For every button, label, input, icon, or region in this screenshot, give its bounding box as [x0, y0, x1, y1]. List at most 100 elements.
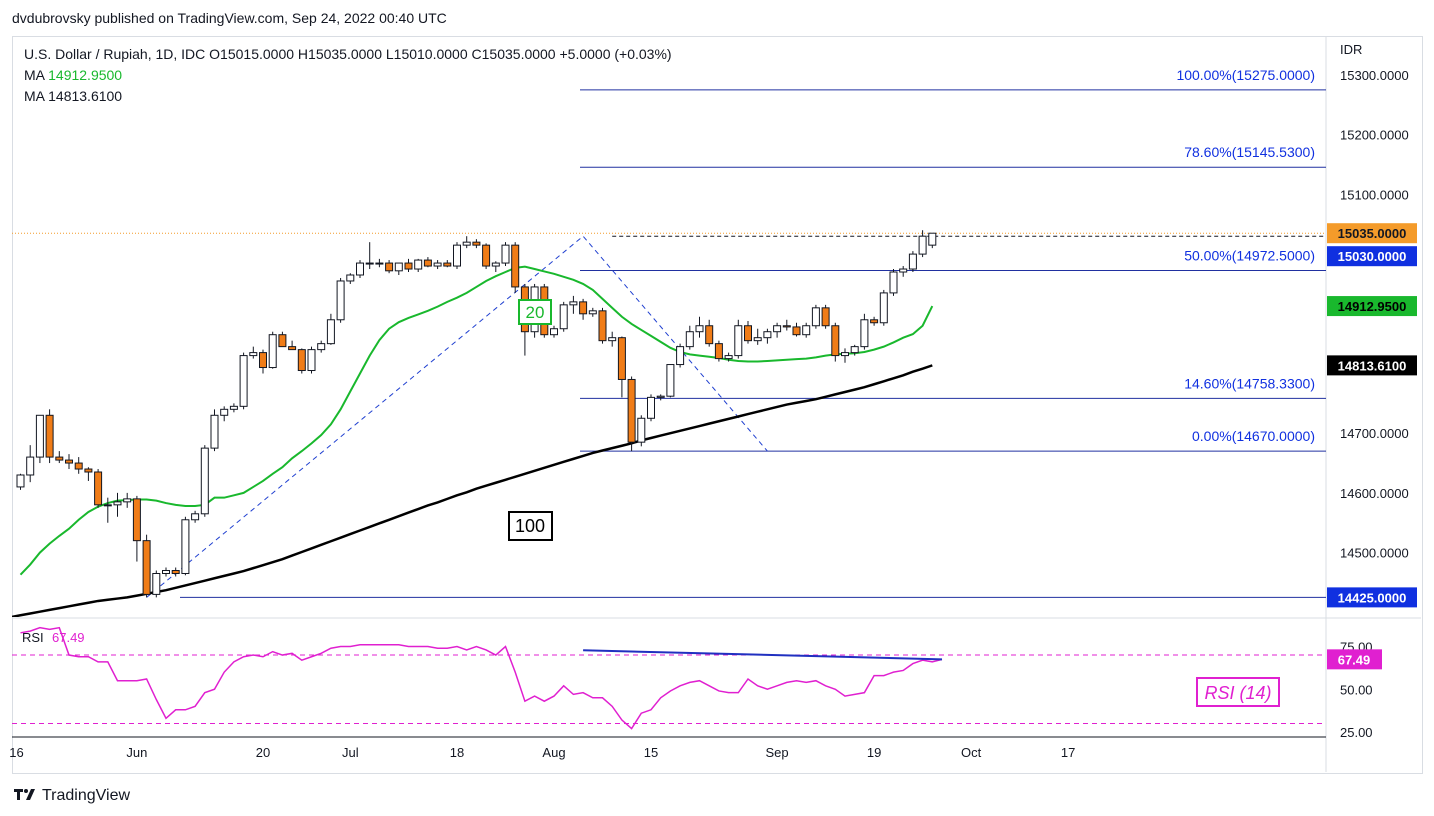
currency-label: IDR [1340, 42, 1362, 57]
price-tag-box [1327, 246, 1417, 267]
price-tick-label: 15200.0000 [1340, 128, 1409, 143]
tradingview-logo-text: TradingView [42, 787, 131, 804]
candle [753, 328, 762, 345]
candle-body [802, 325, 811, 336]
candle [200, 445, 209, 517]
candle-body [297, 349, 306, 372]
candle [278, 331, 287, 348]
candle [394, 262, 403, 275]
candle [617, 336, 626, 398]
time-tick-label: 18 [450, 745, 464, 760]
candle-body [617, 337, 626, 380]
candle-body [181, 519, 190, 574]
rsi-value-label: 67.49 [52, 630, 85, 645]
ma20-legend[interactable]: MA 14912.9500 [24, 67, 122, 83]
candle [559, 301, 568, 332]
time-tick-label: 15 [644, 745, 658, 760]
fib-level-label: 0.00%(14670.0000) [1192, 428, 1315, 444]
candle [802, 322, 811, 338]
candle [821, 304, 830, 329]
candle [162, 567, 170, 577]
candle [695, 316, 704, 338]
time-tick-label: Oct [961, 745, 982, 760]
rsi-pane: RSI 67.49 RSI (14) [12, 626, 1326, 730]
candle-body [65, 459, 73, 464]
candle-body [763, 331, 772, 339]
candle-body [123, 498, 132, 503]
candle-body [462, 241, 471, 246]
candle-body [598, 310, 607, 342]
candle-body [191, 513, 200, 521]
candle [782, 319, 791, 331]
candle [831, 322, 840, 362]
candle-body [55, 456, 64, 461]
fib-level-label: 50.00%(14972.5000) [1184, 248, 1315, 264]
candle [84, 467, 93, 481]
fib-trendline [146, 235, 768, 598]
candle [918, 230, 927, 258]
candle-body [792, 326, 801, 336]
time-tick-label: 20 [256, 745, 270, 760]
rsi-line [20, 626, 943, 730]
candle [297, 348, 306, 374]
candle [26, 445, 35, 483]
candle [55, 451, 64, 464]
rsi-value-tag-text: 67.49 [1338, 652, 1371, 667]
candle-body [811, 307, 820, 327]
candle [792, 322, 801, 337]
candle-body [501, 244, 510, 264]
candle-body [45, 414, 54, 458]
candle-body [608, 337, 617, 342]
candle-body [268, 334, 277, 369]
candle-body [734, 325, 743, 357]
candle [317, 340, 326, 353]
candle-body [394, 262, 403, 272]
price-tag-text: 14912.9500 [1338, 299, 1407, 314]
candle-body [724, 355, 733, 360]
ma100-tag-text: 100 [515, 516, 545, 536]
candle [889, 269, 898, 296]
candle-body [841, 352, 849, 357]
candle-body [307, 349, 316, 372]
rsi-study-box [1196, 677, 1280, 707]
candle-body [229, 405, 238, 410]
candle [249, 346, 258, 359]
candle-body [365, 262, 374, 265]
candle [550, 325, 558, 338]
rsi-tick-label: 50.00 [1340, 682, 1373, 697]
time-tick-label: 19 [867, 745, 881, 760]
candle [870, 316, 879, 326]
candle [482, 243, 491, 270]
candle-body [656, 395, 665, 398]
rsi-value-tag-box [1327, 649, 1382, 670]
price-tag-text: 15035.0000 [1338, 226, 1407, 241]
candle-body [627, 378, 636, 443]
candle-body [74, 462, 83, 470]
rsi-study-label: RSI (14) [1204, 683, 1271, 703]
ma100-legend-value: 14813.6100 [48, 88, 123, 104]
candle-body [860, 319, 869, 348]
candle [423, 257, 432, 268]
candle-body [423, 259, 432, 267]
candle-body [908, 253, 917, 270]
candle [579, 298, 588, 320]
candle-body [637, 417, 646, 443]
candle [229, 403, 238, 413]
candle-body [647, 396, 655, 419]
ma100-legend[interactable]: MA 14813.6100 [24, 88, 122, 104]
ma100-legend-label: MA [24, 88, 45, 104]
rsi-tick-label: 25.00 [1340, 725, 1373, 740]
candle-body [278, 334, 287, 348]
candle [491, 261, 500, 273]
candle-body [433, 262, 442, 267]
price-tag-box [1327, 355, 1417, 376]
candle-body [889, 271, 898, 294]
price-tag-text: 14813.6100 [1338, 358, 1407, 373]
tradingview-logo[interactable]: TradingView [14, 786, 130, 806]
symbol-legend[interactable]: U.S. Dollar / Rupiah, 1D, IDC O15015.000… [24, 46, 672, 62]
candle-body [162, 570, 170, 574]
candle [850, 344, 859, 356]
candle-body [850, 346, 859, 354]
time-tick-label: 16 [9, 745, 23, 760]
